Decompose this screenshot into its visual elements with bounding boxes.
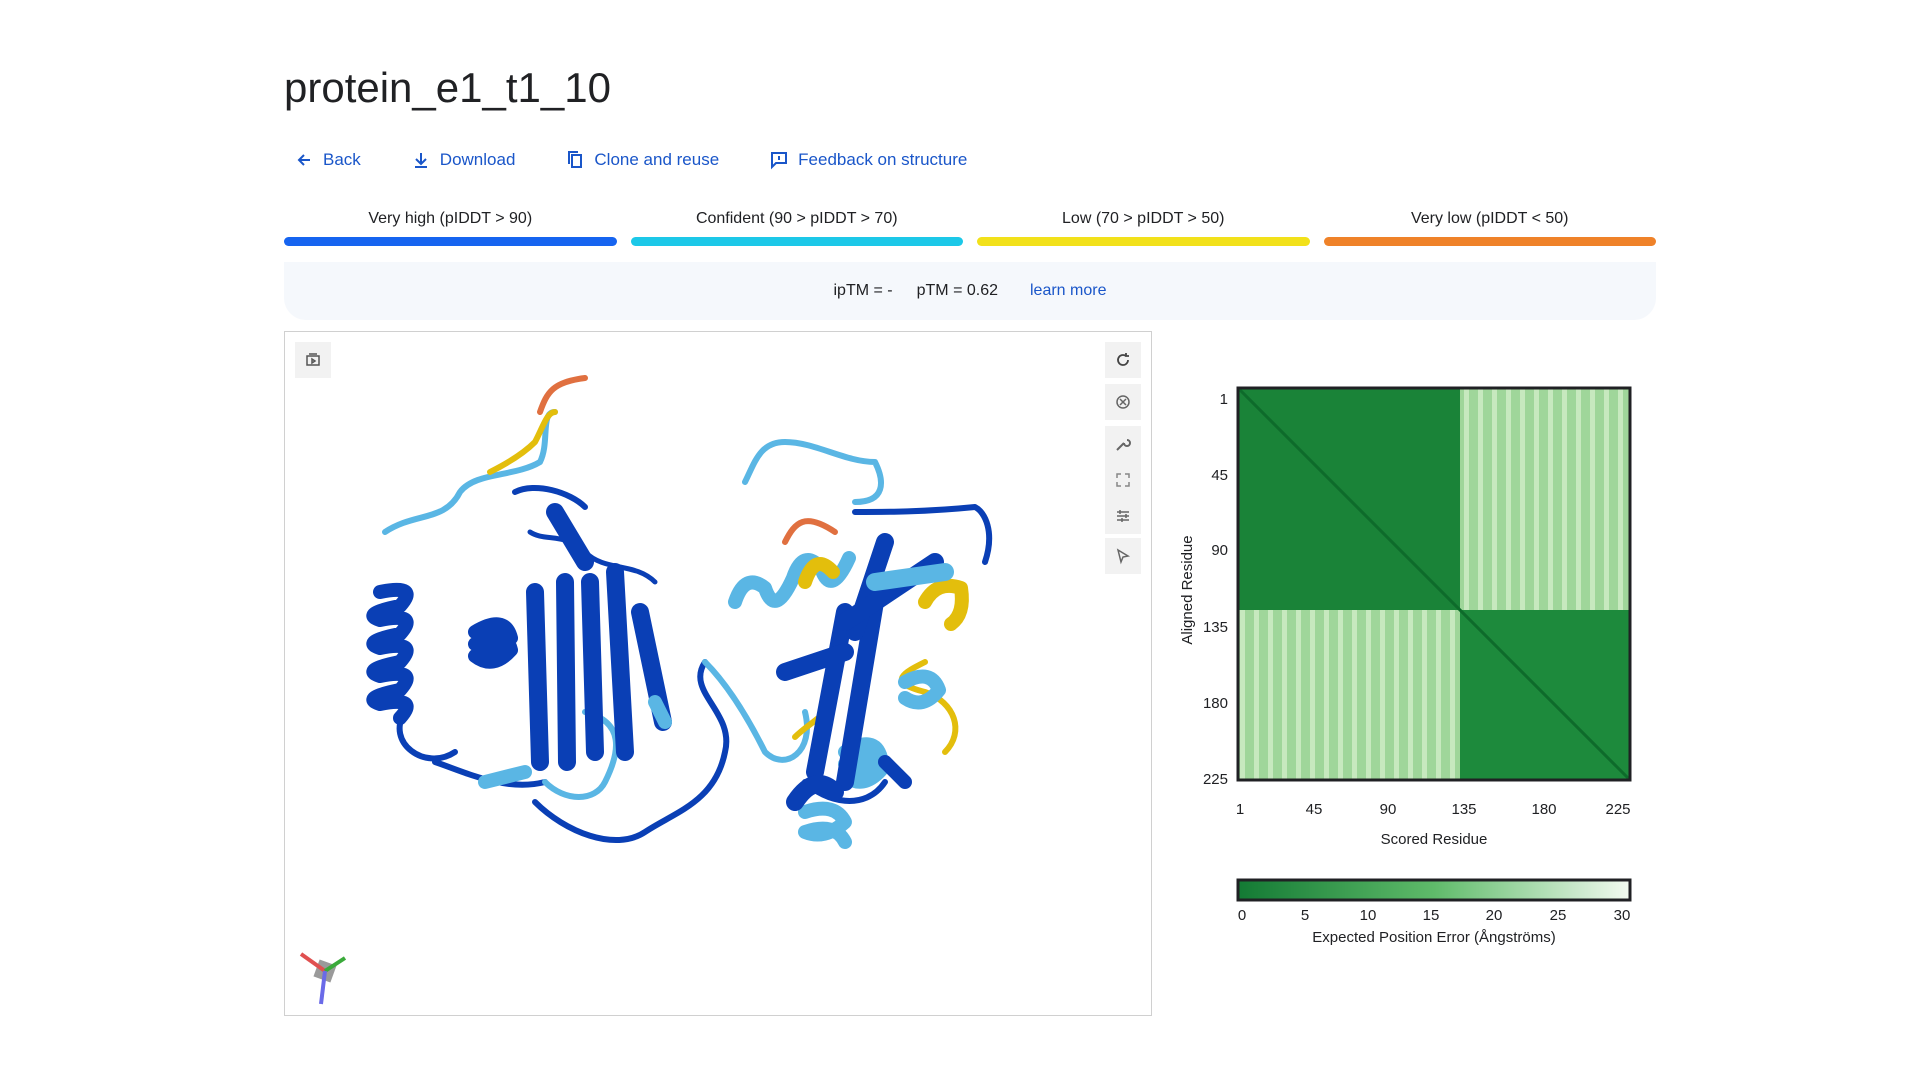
settings-button[interactable] — [1105, 426, 1141, 462]
learn-more-link[interactable]: learn more — [1030, 282, 1107, 299]
pae-x-tick: 180 — [1531, 801, 1556, 818]
pae-x-tick: 225 — [1605, 801, 1630, 818]
legend-bar — [977, 237, 1310, 246]
pae-plot: 1 45 90 135 180 225 1 45 90 135 180 225 … — [1179, 386, 1632, 946]
wrench-icon — [1116, 439, 1131, 451]
arrow-left-icon — [297, 154, 310, 166]
pae-y-tick: 90 — [1211, 542, 1228, 559]
colorbar-tick: 30 — [1614, 907, 1631, 924]
cursor-icon — [1116, 548, 1131, 565]
clone-button[interactable]: Clone and reuse — [565, 150, 719, 170]
confidence-legend: Very high (pIDDT > 90) Confident (90 > p… — [284, 210, 1656, 246]
colorbar-label: Expected Position Error (Ångströms) — [1312, 929, 1555, 946]
colorbar-ticks: 0 5 10 15 20 25 30 — [1238, 907, 1631, 924]
copy-icon — [568, 151, 583, 168]
pae-x-ticks: 1 45 90 135 180 225 — [1236, 801, 1631, 818]
colorbar-tick: 15 — [1423, 907, 1440, 924]
download-label: Download — [439, 150, 516, 169]
colorbar-tick: 0 — [1238, 907, 1246, 924]
legend-very-low: Very low (pIDDT < 50) — [1323, 210, 1656, 246]
pae-x-tick: 135 — [1451, 801, 1476, 818]
pae-y-tick: 225 — [1203, 771, 1228, 788]
fullscreen-button[interactable] — [1105, 462, 1141, 498]
feedback-button[interactable]: Feedback on structure — [769, 150, 967, 170]
pae-colorbar — [1236, 878, 1632, 902]
sliders-icon — [1117, 510, 1129, 522]
pae-y-tick: 1 — [1220, 391, 1228, 408]
legend-bar — [630, 237, 963, 246]
pae-y-label: Aligned Residue — [1179, 535, 1196, 644]
spin-icon — [1116, 395, 1130, 409]
legend-confident: Confident (90 > pIDDT > 70) — [630, 210, 963, 246]
layers-button[interactable] — [295, 342, 331, 378]
colorbar-tick: 10 — [1360, 907, 1377, 924]
download-icon — [414, 153, 427, 168]
score-summary: ipTM = - pTM = 0.62 learn more — [284, 262, 1656, 320]
protein-structure[interactable] — [285, 332, 1152, 1016]
pae-x-tick: 1 — [1236, 801, 1244, 818]
colorbar-tick: 25 — [1550, 907, 1567, 924]
back-label: Back — [323, 150, 361, 169]
legend-very-high: Very high (pIDDT > 90) — [284, 210, 617, 246]
iptm-score: ipTM = - — [833, 282, 893, 299]
clone-label: Clone and reuse — [594, 150, 720, 169]
pae-y-tick: 135 — [1203, 619, 1228, 636]
pae-x-label: Scored Residue — [1381, 831, 1488, 848]
pae-y-tick: 180 — [1203, 695, 1228, 712]
pae-x-tick: 90 — [1380, 801, 1397, 818]
colorbar-tick: 5 — [1301, 907, 1309, 924]
controls-button[interactable] — [1105, 498, 1141, 534]
spin-button[interactable] — [1105, 384, 1141, 420]
fullscreen-icon — [1116, 473, 1130, 487]
legend-label: Low (70 > pIDDT > 50) — [1062, 210, 1225, 227]
pae-y-ticks: 1 45 90 135 180 225 — [1203, 391, 1228, 788]
axis-gizmo — [299, 952, 347, 1005]
feedback-label: Feedback on structure — [798, 150, 968, 169]
legend-bar — [1323, 237, 1656, 246]
legend-label: Very high (pIDDT > 90) — [368, 210, 533, 227]
ptm-score: pTM = 0.62 — [916, 282, 998, 299]
select-mode-button[interactable] — [1105, 538, 1141, 574]
pae-x-tick: 45 — [1306, 801, 1323, 818]
page-title: protein_e1_t1_10 — [284, 64, 611, 111]
legend-label: Confident (90 > pIDDT > 70) — [695, 210, 898, 227]
legend-bar — [284, 237, 617, 246]
layers-icon — [306, 353, 320, 366]
legend-low: Low (70 > pIDDT > 50) — [977, 210, 1310, 246]
back-button[interactable]: Back — [294, 150, 361, 170]
rotate-icon — [1117, 353, 1129, 366]
download-button[interactable]: Download — [411, 150, 516, 170]
colorbar-tick: 20 — [1486, 907, 1503, 924]
pae-heatmap — [1236, 386, 1632, 782]
structure-viewer[interactable] — [284, 331, 1152, 1016]
pae-y-tick: 45 — [1211, 467, 1228, 484]
reset-view-button[interactable] — [1105, 342, 1141, 378]
action-bar: Back Download Clone and reuse Feedback o… — [294, 150, 1017, 170]
legend-label: Very low (pIDDT < 50) — [1410, 210, 1569, 227]
feedback-icon — [771, 152, 788, 170]
